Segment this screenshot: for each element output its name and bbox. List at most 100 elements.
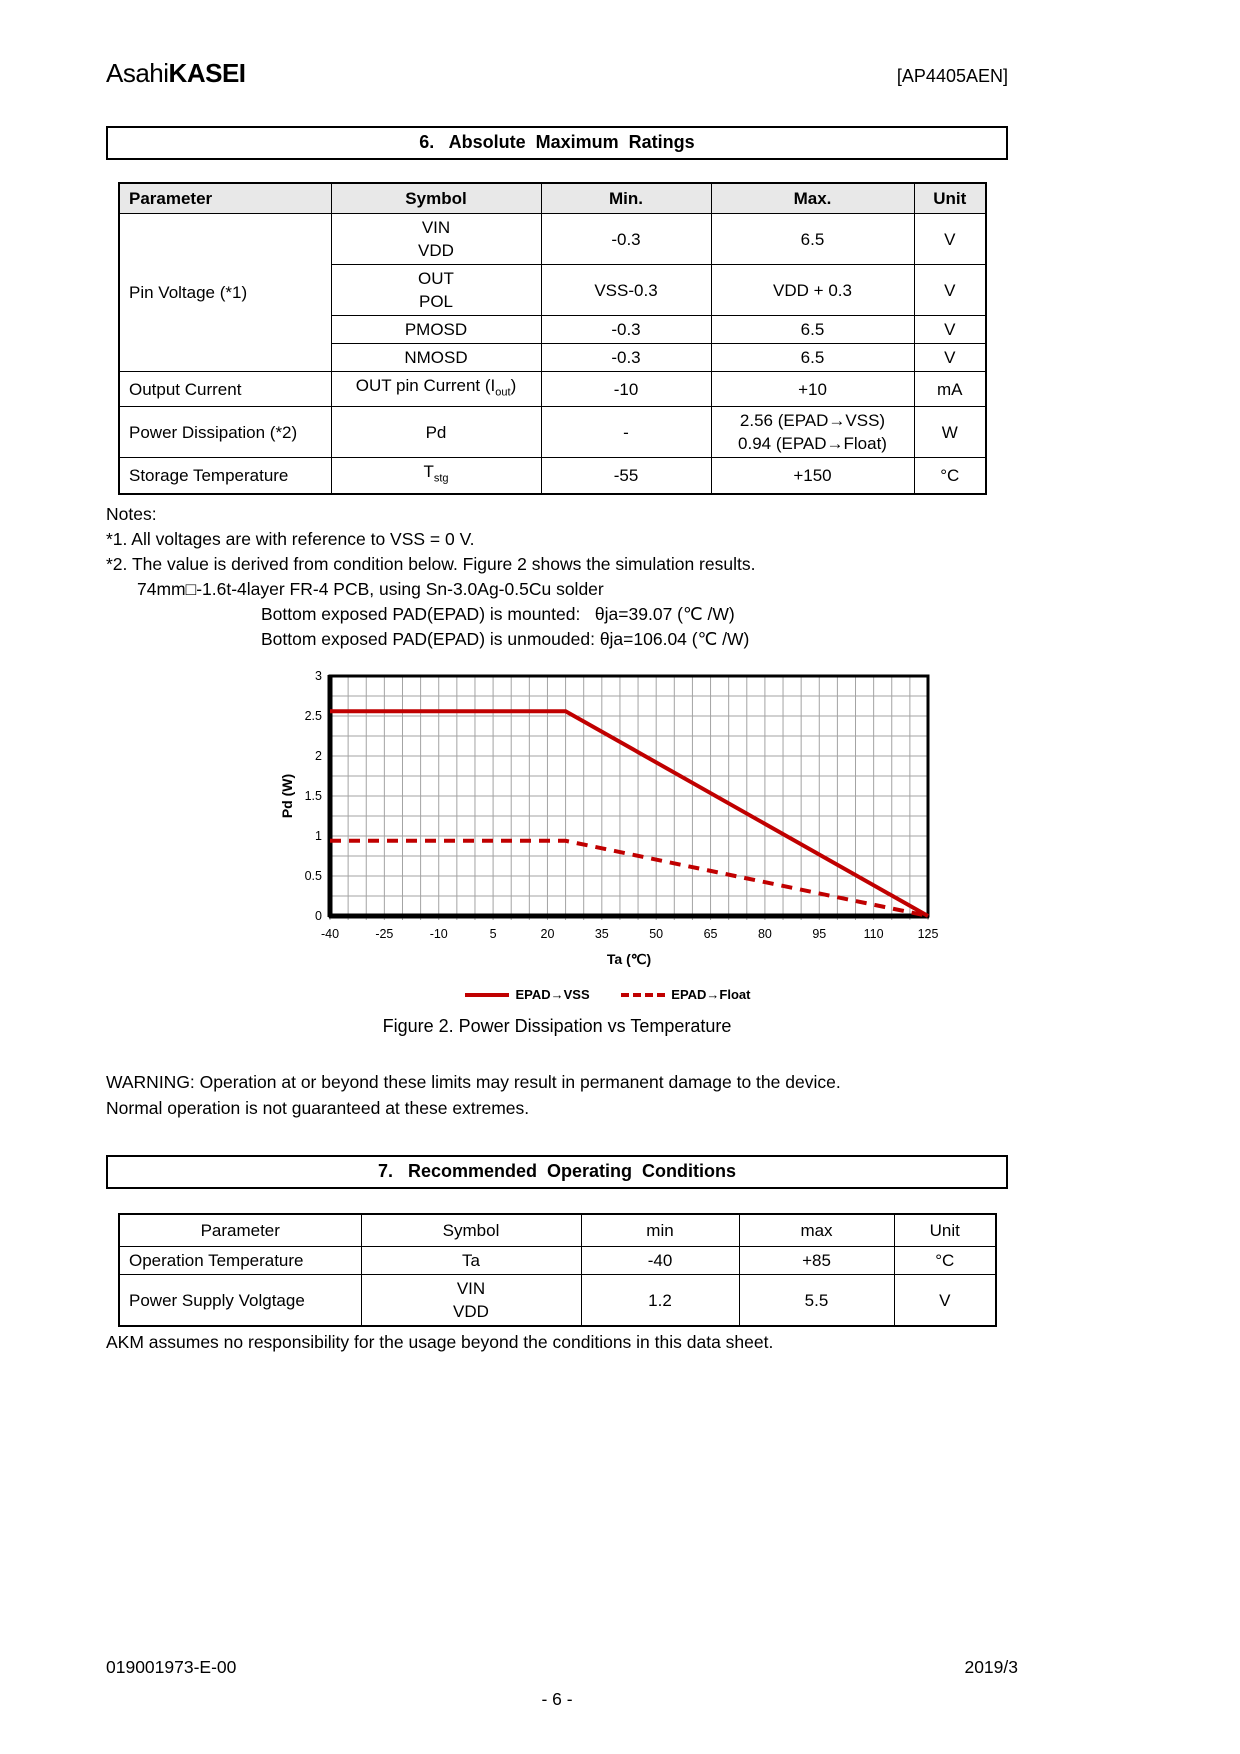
y-axis-title: Pd (W) <box>279 774 295 818</box>
section-7-title-box: 7. Recommended Operating Conditions <box>106 1155 1008 1190</box>
chart-svg: -40 -25 -10 5 20 35 50 65 80 95 110 125 0 0.5 1 1.5 2 2.5… <box>279 669 938 967</box>
cell-unit: V <box>893 1274 997 1327</box>
table-row: NMOSD -0.3 6.5 V <box>119 343 987 372</box>
warning-line-2: Normal operation is not guaranteed at th… <box>106 1098 530 1119</box>
table-row: Output Current OUT pin Current (Iout) -1… <box>118 370 987 408</box>
page-footer: 019001973-E-00 2019/3 <box>106 1657 1018 1678</box>
cell-symbol: PMOSD <box>330 315 542 344</box>
table-row: Operation Temperature Ta -40 +85 °C <box>118 1246 997 1276</box>
col-header-symbol: Symbol <box>360 1213 582 1248</box>
x-tick-label: 20 <box>541 927 555 941</box>
x-tick-label: 80 <box>758 927 772 941</box>
table-row: Storage Temperature Tstg -55 +150 °C <box>118 457 987 495</box>
cell-min: -40 <box>580 1246 740 1276</box>
page-number: - 6 - <box>541 1689 573 1709</box>
warning-line-1: WARNING: Operation at or beyond these li… <box>106 1072 841 1093</box>
cell-symbol: NMOSD <box>330 343 542 372</box>
note-2-pcb-condition: 74mm□-1.6t-4layer FR-4 PCB, using Sn-3.0… <box>137 578 604 599</box>
asahi-kasei-logo: AsahiKASEI <box>106 58 246 89</box>
warning-block: WARNING: Operation at or beyond these li… <box>106 1069 1008 1121</box>
y-tick-label: 0.5 <box>305 869 322 883</box>
cell-min: VSS-0.3 <box>540 264 712 316</box>
x-tick-label: 65 <box>704 927 718 941</box>
solid-line-icon <box>465 992 510 997</box>
cell-unit: W <box>913 406 987 459</box>
cell-max: 6.5 <box>710 315 915 344</box>
note-2-theta-mounted: Bottom exposed PAD(EPAD) is mounted: θja… <box>261 603 735 624</box>
symbol-text: ) <box>510 376 517 395</box>
cell-min: 1.2 <box>580 1274 740 1327</box>
symbol-text: OUT pin Current (I <box>355 376 496 395</box>
logo-text-light: Asahi <box>106 58 169 88</box>
series-1 <box>330 838 929 918</box>
col-header-parameter: Parameter <box>118 182 332 214</box>
cell-output-current: Output Current <box>118 370 332 408</box>
cell-min: -55 <box>540 457 712 495</box>
x-tick-label: 5 <box>490 927 497 941</box>
col-header-parameter: Parameter <box>118 1213 362 1248</box>
page-header: AsahiKASEI [AP4405AEN] <box>106 0 1008 89</box>
y-tick-label: 2.5 <box>305 709 322 723</box>
y-tick-label: 0 <box>315 909 322 923</box>
table-header-row: Parameter Symbol min max Unit <box>118 1213 997 1248</box>
cell-min: -10 <box>540 370 712 408</box>
y-tick-label: 2 <box>315 749 322 763</box>
col-header-unit: Unit <box>913 182 987 214</box>
table-header-row: Parameter Symbol Min. Max. Unit <box>118 182 987 214</box>
cell-symbol: VIN VDD <box>360 1274 582 1327</box>
cell-unit: V <box>913 213 987 265</box>
cell-unit: °C <box>913 457 987 495</box>
col-header-max: Max. <box>710 182 915 214</box>
symbol-line: OUT <box>418 269 454 288</box>
x-tick-label: 125 <box>918 927 938 941</box>
col-header-min: min <box>580 1213 740 1248</box>
col-header-unit: Unit <box>893 1213 997 1248</box>
legend-label-epad-float: EPAD→Float <box>671 987 751 1003</box>
cell-max: 6.5 <box>710 343 915 372</box>
cell-unit: mA <box>913 370 987 408</box>
legend-label-epad-vss: EPAD→VSS <box>515 987 590 1003</box>
x-tick-label: 110 <box>864 927 884 941</box>
part-number: [AP4405AEN] <box>896 66 1008 86</box>
cell-max: 5.5 <box>738 1274 895 1327</box>
symbol-line: VIN <box>456 1279 486 1299</box>
symbol-subscript: stg <box>433 472 449 485</box>
series-0 <box>330 708 929 918</box>
notes-label: Notes: <box>106 503 157 524</box>
dashed-line-icon <box>621 992 666 997</box>
note-1: *1. All voltages are with reference to V… <box>106 528 475 549</box>
x-tick-label: 50 <box>649 927 663 941</box>
y-tick-label: 1.5 <box>305 789 322 803</box>
cell-unit: V <box>913 315 987 344</box>
x-tick-label: 95 <box>812 927 826 941</box>
footer-date: 2019/3 <box>964 1657 1018 1677</box>
y-tick-label: 1 <box>315 829 322 843</box>
cell-min: -0.3 <box>540 315 712 344</box>
x-tick-label: -40 <box>321 927 339 941</box>
cell-symbol: Pd <box>330 406 542 459</box>
max-line: 2.56 (EPAD→VSS) <box>739 411 886 431</box>
note-2: *2. The value is derived from condition … <box>106 553 756 574</box>
note-2-theta-unmounted: Bottom exposed PAD(EPAD) is unmouded: θj… <box>261 628 750 649</box>
section-7-title: 7. Recommended Operating Conditions <box>377 1161 737 1182</box>
max-line: 0.94 (EPAD→Float) <box>738 434 887 454</box>
notes-block: Notes: *1. All voltages are with referen… <box>106 502 1008 652</box>
cell-max: 2.56 (EPAD→VSS) 0.94 (EPAD→Float) <box>710 406 915 459</box>
cell-symbol: OUT POL <box>330 264 542 316</box>
x-tick-label: 35 <box>595 927 609 941</box>
cell-symbol: Tstg <box>330 457 542 495</box>
section-6-title: 6. Absolute Maximum Ratings <box>419 132 695 152</box>
table-row: Pin Voltage (*1) VIN VDD -0.3 6.5 V <box>118 213 987 372</box>
footer-doc-number: 019001973-E-00 <box>106 1657 237 1677</box>
cell-unit: V <box>913 343 987 372</box>
cell-symbol: OUT pin Current (Iout) <box>330 370 542 408</box>
figure-caption: Figure 2. Power Dissipation vs Temperatu… <box>382 1016 732 1037</box>
col-header-min: Min. <box>540 182 712 214</box>
cell-operation-temperature: Operation Temperature <box>118 1246 362 1276</box>
table-row: OUT POL VSS-0.3 VDD + 0.3 V <box>119 264 987 316</box>
logo-text-bold: KASEI <box>168 58 246 88</box>
symbol-line: VDD <box>453 1302 489 1322</box>
y-tick-label: 3 <box>315 669 322 683</box>
cell-symbol: VIN VDD <box>330 213 542 265</box>
